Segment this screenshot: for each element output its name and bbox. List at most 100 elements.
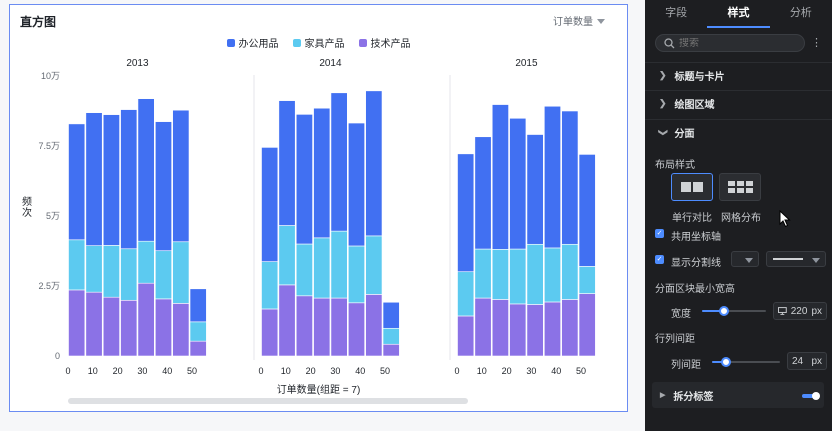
histogram-bar [295, 114, 313, 245]
caret-down-icon [812, 258, 820, 263]
tab-fields[interactable]: 字段 [665, 7, 688, 19]
histogram-bar [278, 225, 296, 286]
x-tick-label: 50 [576, 366, 586, 376]
legend-swatch [358, 38, 367, 47]
histogram-bar [137, 240, 155, 284]
chevron-right-icon: ❯ [659, 98, 667, 108]
layout-single-row-option[interactable] [671, 173, 713, 201]
panel-search [655, 34, 805, 52]
x-tick-label: 20 [306, 366, 316, 376]
column-spacing-slider[interactable] [712, 361, 780, 363]
more-icon[interactable]: ⋮ [811, 37, 822, 49]
section-plot-area[interactable]: ❯ 绘图区域 [645, 90, 832, 116]
tab-style[interactable]: 样式 [707, 0, 770, 28]
pointer-cursor-icon [779, 210, 791, 228]
histogram-bar [295, 295, 313, 357]
histogram-bar [120, 109, 138, 250]
histogram-bar [543, 301, 561, 357]
section-split-label[interactable]: ▶ 拆分标签 [652, 382, 824, 408]
x-tick-label: 0 [65, 366, 70, 376]
histogram-bar [578, 266, 596, 294]
field-selector-label: 订单数量 [553, 17, 593, 28]
histogram-bar [189, 340, 207, 357]
histogram-bar [509, 303, 527, 357]
width-slider-fill [702, 310, 725, 312]
share-axis-checkbox[interactable]: ✓ [655, 229, 664, 238]
histogram-bar [189, 321, 207, 342]
histogram-chart-card[interactable]: 0 2.5万 5万 7.5万 10万 2013 0 10 20 30 40 50 2014 0 10 20 30… [9, 4, 628, 412]
width-slider[interactable] [702, 310, 766, 312]
check-icon: ✓ [656, 230, 663, 237]
histogram-bar [172, 303, 190, 357]
x-axis-title: 订单数量(组距 = 7) [276, 385, 361, 396]
histogram-bar [68, 123, 86, 241]
section-facet[interactable]: ❯ 分面 [645, 119, 832, 145]
legend-swatch [292, 38, 301, 47]
section-label: 标题与卡片 [674, 72, 725, 83]
x-tick-label: 50 [187, 366, 197, 376]
histogram-bar [578, 154, 596, 267]
histogram-bar [120, 299, 138, 357]
field-selector[interactable]: 订单数量 [553, 13, 605, 28]
histogram-bar [155, 250, 172, 300]
histogram-bar [172, 109, 190, 243]
histogram-bar [382, 301, 400, 329]
legend-swatch [226, 38, 235, 47]
histogram-bar [457, 153, 475, 273]
histogram-bar [68, 289, 86, 357]
search-icon [664, 37, 675, 48]
column-spacing-input[interactable]: 24 px [787, 352, 827, 370]
layout-grid-option[interactable] [719, 173, 761, 201]
histogram-bar [137, 98, 155, 242]
chart-title: 直方图 [20, 15, 57, 29]
divider-style-dropdown[interactable] [766, 251, 826, 267]
caret-down-icon [597, 18, 605, 24]
split-label-toggle[interactable] [802, 392, 820, 400]
histogram-bar [102, 296, 120, 357]
facet-header: 2013 [126, 58, 149, 69]
legend-item[interactable]: 家具产品 [292, 35, 345, 50]
layout-option-label: 单行对比 [672, 213, 712, 224]
histogram-bar [261, 147, 279, 262]
legend-item[interactable]: 办公用品 [226, 35, 279, 50]
histogram-bar [68, 239, 86, 291]
histogram-bar [365, 235, 383, 295]
column-spacing-unit: px [811, 355, 822, 367]
width-input[interactable]: 220 px [773, 302, 827, 320]
search-input[interactable] [679, 37, 789, 49]
check-icon: ✓ [656, 256, 663, 263]
toggle-knob [812, 392, 820, 400]
section-title-card[interactable]: ❯ 标题与卡片 [645, 62, 832, 88]
horizontal-scrollbar[interactable] [68, 398, 468, 404]
show-divider-checkbox[interactable]: ✓ [655, 255, 664, 264]
share-axis-label: 共用坐标轴 [671, 232, 721, 243]
histogram-bar [85, 112, 103, 246]
histogram-bar [474, 136, 492, 250]
histogram-bar [85, 291, 103, 357]
histogram-bar [491, 299, 509, 357]
x-tick-label: 30 [137, 366, 147, 376]
x-tick-label: 10 [477, 366, 487, 376]
histogram-bar [365, 90, 383, 237]
histogram-bar [155, 298, 172, 357]
histogram-bar [261, 261, 279, 310]
width-value: 220 [790, 305, 808, 317]
width-unit: px [811, 305, 822, 317]
legend-item[interactable]: 技术产品 [358, 35, 411, 50]
x-tick-label: 20 [502, 366, 512, 376]
histogram-bar [509, 117, 527, 250]
width-label: 宽度 [671, 309, 691, 320]
x-tick-label: 40 [355, 366, 365, 376]
histogram-bar [491, 104, 509, 250]
histogram-bar [491, 249, 509, 300]
histogram-bar [543, 105, 561, 249]
histogram-bar [543, 247, 561, 303]
chevron-down-icon: ❯ [658, 128, 669, 137]
divider-color-dropdown[interactable] [731, 251, 759, 267]
section-label: 拆分标签 [673, 391, 714, 403]
width-slider-handle[interactable] [719, 306, 730, 316]
tab-analysis[interactable]: 分析 [789, 7, 812, 19]
histogram-bar [313, 237, 331, 299]
column-spacing-slider-handle[interactable] [720, 357, 731, 367]
histogram-bar [278, 100, 296, 226]
